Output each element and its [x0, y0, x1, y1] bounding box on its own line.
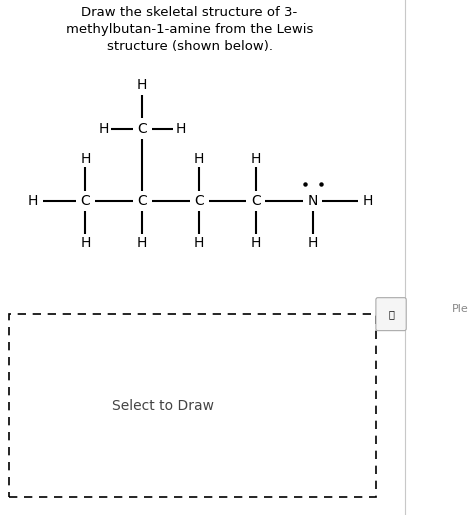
- Text: C: C: [137, 122, 147, 136]
- Text: C: C: [194, 194, 204, 208]
- Text: H: H: [28, 194, 38, 208]
- Text: H: H: [98, 122, 109, 136]
- Text: C: C: [137, 194, 147, 208]
- Text: H: H: [251, 151, 261, 166]
- FancyBboxPatch shape: [376, 298, 406, 331]
- Text: H: H: [194, 151, 204, 166]
- Text: methylbutan-1-amine from the Lewis: methylbutan-1-amine from the Lewis: [66, 23, 313, 36]
- Text: H: H: [176, 122, 186, 136]
- Text: H: H: [194, 236, 204, 250]
- Text: H: H: [362, 194, 373, 208]
- Text: H: H: [80, 236, 91, 250]
- Text: H: H: [308, 236, 318, 250]
- Text: C: C: [251, 194, 261, 208]
- FancyBboxPatch shape: [9, 314, 376, 497]
- Text: H: H: [80, 151, 91, 166]
- Text: H: H: [137, 236, 147, 250]
- Text: Select to Draw: Select to Draw: [112, 399, 214, 413]
- Text: 🔍: 🔍: [388, 309, 394, 319]
- Text: H: H: [137, 78, 147, 92]
- Text: Ple: Ple: [451, 304, 468, 314]
- Text: structure (shown below).: structure (shown below).: [107, 40, 273, 53]
- Text: H: H: [251, 236, 261, 250]
- Text: C: C: [81, 194, 90, 208]
- Text: Draw the skeletal structure of 3-: Draw the skeletal structure of 3-: [82, 6, 298, 19]
- Text: N: N: [308, 194, 318, 208]
